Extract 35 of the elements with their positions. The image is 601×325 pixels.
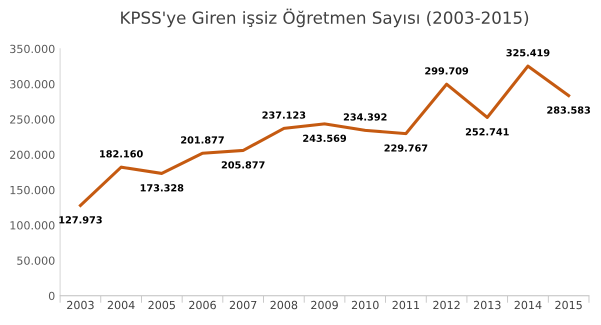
x-tick-label: 2012 [433,300,460,310]
x-tick-label: 2003 [67,300,94,310]
x-tick-label: 2008 [270,300,298,310]
y-tick-label: 150.000 [10,186,54,194]
x-tick-label: 2011 [392,300,420,310]
x-tick-label: 2010 [352,300,379,310]
x-tick-label: 2004 [108,300,135,310]
x-tick-label: 2015 [555,300,582,310]
chart-title: KPSS'ye Giren işsiz Öğretmen Sayısı (2003-2015) [121,8,528,28]
data-label: 283.583 [547,106,590,114]
data-label: 299.709 [425,67,468,75]
data-label: 182.160 [100,150,143,158]
data-label: 127.973 [59,216,102,224]
x-tick-label: 2014 [514,300,542,310]
y-tick-label: 50.000 [17,256,54,265]
y-tick-label: 0 [48,292,54,300]
y-tick-label: 100.000 [10,221,54,230]
y-tick-label: 250.000 [10,115,54,124]
data-label: 229.767 [384,144,428,152]
x-tick-label: 2013 [474,300,501,310]
data-label: 201.877 [181,136,224,144]
data-label: 237.123 [262,111,306,119]
x-tick-label: 2007 [230,300,256,310]
data-label: 234.392 [344,113,387,121]
y-tick-label: 200.000 [10,150,54,159]
data-label: 173.328 [140,184,184,192]
y-tick-label: 350.000 [10,44,54,54]
data-label: 252.741 [466,128,509,136]
data-label: 205.877 [222,161,265,169]
x-tick-label: 2006 [189,300,216,310]
data-label: 243.569 [303,134,346,142]
x-tick-label: 2009 [311,300,338,310]
data-label: 325.419 [506,49,550,56]
y-tick-label: 300.000 [10,80,54,88]
x-tick-label: 2005 [148,300,175,310]
